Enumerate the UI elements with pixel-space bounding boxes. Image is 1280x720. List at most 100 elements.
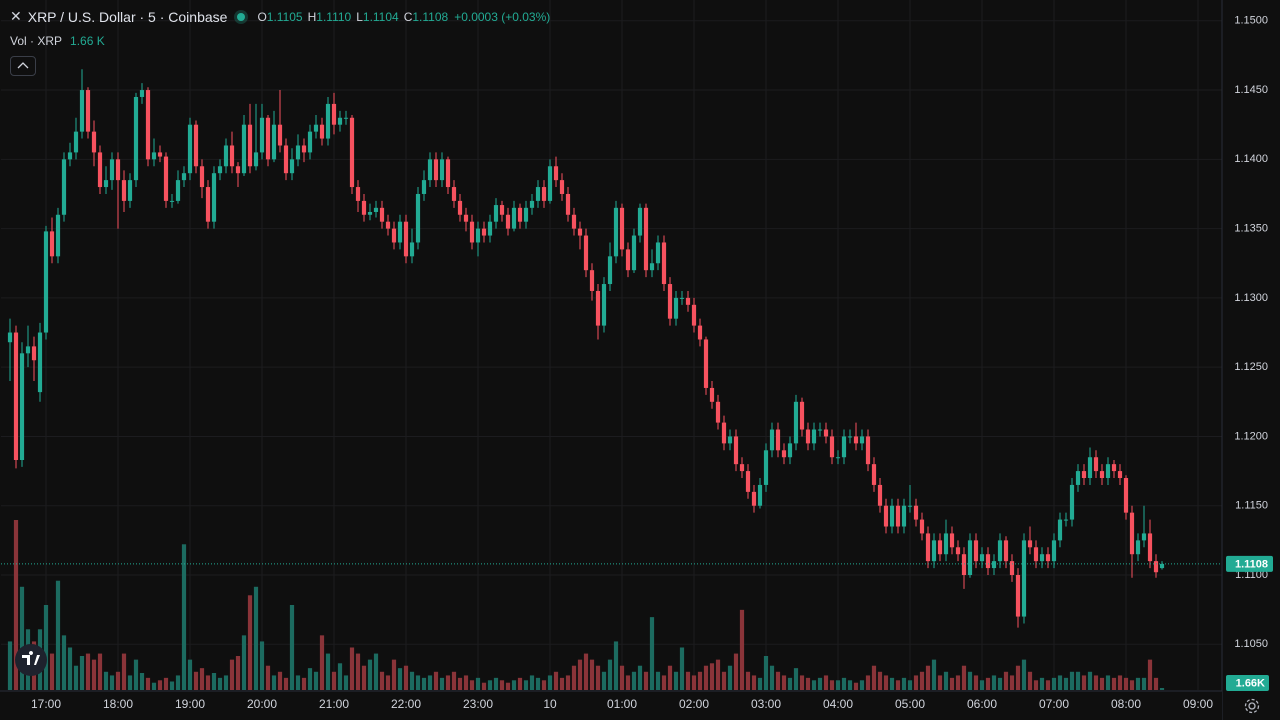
candle-body xyxy=(1105,464,1111,479)
volume-bar xyxy=(847,680,853,690)
y-tick-label: 1.1350 xyxy=(1234,223,1268,235)
candle-body xyxy=(1159,563,1165,569)
candle-body xyxy=(13,332,19,460)
volume-bar xyxy=(793,668,799,690)
ohlc-value: 1.1105 xyxy=(266,9,303,24)
candle-body xyxy=(199,166,205,188)
candle-body xyxy=(529,200,535,208)
candle-body xyxy=(685,297,691,305)
volume-bar xyxy=(871,665,877,690)
volume-bar xyxy=(1153,677,1159,690)
candle-body xyxy=(625,249,631,271)
x-tick-label: 20:00 xyxy=(247,697,277,711)
volume-bar xyxy=(1081,675,1087,690)
settings-icon[interactable] xyxy=(1242,696,1262,716)
candle-body xyxy=(697,325,703,340)
x-tick-label: 01:00 xyxy=(607,697,637,711)
tradingview-logo[interactable] xyxy=(14,643,48,677)
candle-body xyxy=(739,464,745,472)
close-icon[interactable]: ✕ xyxy=(10,8,22,24)
volume-bar xyxy=(133,659,139,690)
volume-bar xyxy=(157,680,163,690)
candle-body xyxy=(217,166,223,174)
candle-body xyxy=(481,228,487,236)
volume-bar xyxy=(193,671,199,690)
volume-bar xyxy=(475,677,481,690)
volume-bar xyxy=(19,586,25,690)
candle-body xyxy=(295,145,301,160)
volume-bar xyxy=(121,653,127,690)
volume-bar xyxy=(1111,677,1117,690)
candle-body xyxy=(97,152,103,188)
candle-body xyxy=(967,540,973,575)
volume-bar xyxy=(745,671,751,690)
volume-bar xyxy=(421,677,427,690)
y-tick-label: 1.1400 xyxy=(1234,153,1268,165)
volume-bar xyxy=(283,677,289,690)
volume-bar xyxy=(523,680,529,690)
candle-body xyxy=(829,436,835,458)
volume-bar xyxy=(799,675,805,690)
candle-body xyxy=(403,221,409,257)
volume-bar xyxy=(559,677,565,690)
volume-bar xyxy=(535,677,541,690)
candle-body xyxy=(499,205,505,215)
volume-bar xyxy=(313,671,319,690)
volume-bar xyxy=(829,680,835,690)
x-tick-label: 07:00 xyxy=(1039,697,1069,711)
volume-bar xyxy=(859,680,865,690)
candle-body xyxy=(673,297,679,319)
candle-body xyxy=(763,450,769,485)
volume-bar xyxy=(1117,675,1123,690)
volume-bar xyxy=(583,653,589,690)
volume-bar xyxy=(49,653,55,690)
collapse-button[interactable] xyxy=(10,56,36,76)
candle-body xyxy=(289,159,295,174)
volume-bar xyxy=(727,665,733,690)
candle-body xyxy=(973,540,979,562)
volume-bar xyxy=(469,680,475,690)
candle-body xyxy=(979,554,985,562)
volume-bar xyxy=(247,595,253,690)
candle-body xyxy=(67,152,73,160)
volume-bar xyxy=(781,675,787,690)
candle-body xyxy=(127,180,133,201)
volume-bar xyxy=(97,653,103,690)
volume-bar xyxy=(415,675,421,690)
volume-title[interactable]: Vol · XRP xyxy=(10,34,63,48)
candle-body xyxy=(1141,533,1147,541)
volume-bar xyxy=(529,675,535,690)
symbol-title[interactable]: XRP / U.S. Dollar · 5 · Coinbase xyxy=(27,8,228,25)
candle-body xyxy=(1069,484,1075,520)
volume-bar xyxy=(757,677,763,690)
volume-bar xyxy=(1129,680,1135,690)
candle-body xyxy=(997,540,1003,562)
volume-bar xyxy=(295,675,301,690)
candle-body xyxy=(823,429,829,437)
candle-body xyxy=(73,131,79,153)
ohlc-value: 1.1108 xyxy=(412,9,449,24)
candle-body xyxy=(799,401,805,430)
candle-body xyxy=(1009,561,1015,575)
volume-bar xyxy=(595,665,601,690)
candle-body xyxy=(517,207,523,222)
volume-bar xyxy=(1015,665,1021,690)
volume-bar xyxy=(1105,675,1111,690)
candle-body xyxy=(877,484,883,506)
candle-body xyxy=(631,235,637,271)
candle-body xyxy=(439,159,445,181)
market-status[interactable] xyxy=(237,12,246,21)
volume-bar xyxy=(697,671,703,690)
ohlc-value: 1.1104 xyxy=(362,9,399,24)
candle-body xyxy=(751,491,757,506)
volume-bar xyxy=(841,677,847,690)
volume-bar xyxy=(1123,677,1129,690)
volume-bar xyxy=(1093,675,1099,690)
candle-body xyxy=(265,117,271,160)
volume-bar xyxy=(769,665,775,690)
candle-body xyxy=(367,211,373,215)
candle-body xyxy=(553,166,559,181)
volume-bar xyxy=(937,675,943,690)
volume-bar xyxy=(319,635,325,690)
volume-bar xyxy=(223,675,229,690)
